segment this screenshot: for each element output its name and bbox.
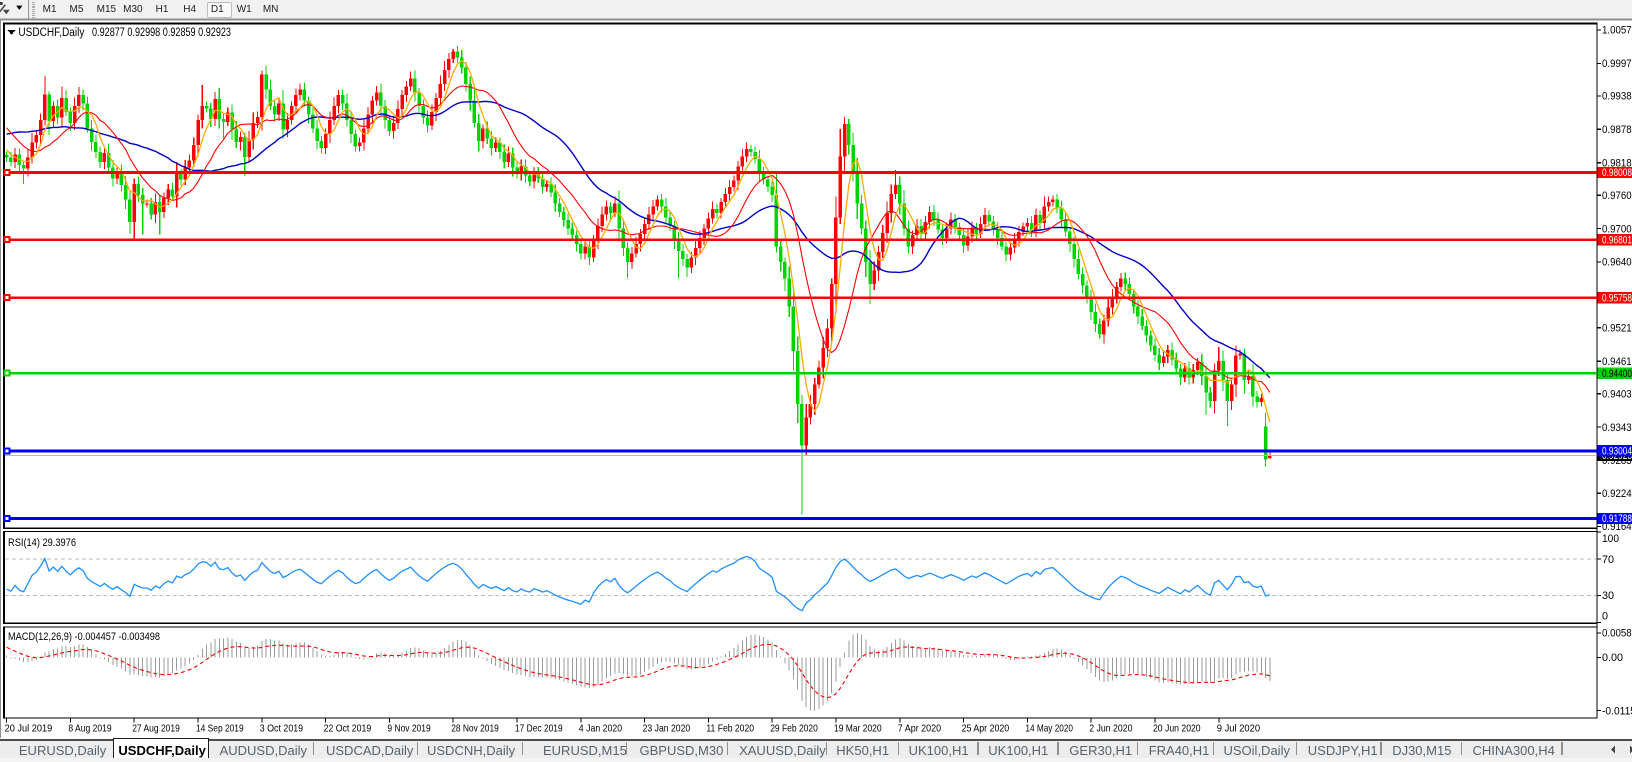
svg-text:9 Nov 2019: 9 Nov 2019 — [387, 722, 430, 734]
svg-text:0.92877 0.92998 0.92859 0.9292: 0.92877 0.92998 0.92859 0.92923 — [92, 27, 231, 39]
svg-text:USDCHF,Daily: USDCHF,Daily — [18, 27, 84, 39]
svg-text:0: 0 — [1602, 610, 1608, 622]
svg-text:0.98185: 0.98185 — [1602, 157, 1632, 169]
svg-text:23 Jan 2020: 23 Jan 2020 — [643, 722, 691, 734]
svg-text:14 Sep 2019: 14 Sep 2019 — [196, 722, 244, 734]
svg-text:29 Feb 2020: 29 Feb 2020 — [770, 722, 818, 734]
svg-text:11 Feb 2020: 11 Feb 2020 — [706, 722, 754, 734]
svg-text:3 Oct 2019: 3 Oct 2019 — [260, 722, 303, 734]
svg-text:100: 100 — [1602, 533, 1619, 545]
svg-text:20 Jun 2020: 20 Jun 2020 — [1153, 722, 1201, 734]
svg-text:0.94615: 0.94615 — [1602, 356, 1632, 368]
svg-text:MACD(12,26,9) -0.004457 -0.003: MACD(12,26,9) -0.004457 -0.003498 — [8, 631, 160, 643]
svg-text:7 Apr 2020: 7 Apr 2020 — [898, 722, 941, 734]
svg-text:2 Jun 2020: 2 Jun 2020 — [1089, 722, 1132, 734]
svg-text:27 Aug 2019: 27 Aug 2019 — [132, 722, 180, 734]
svg-text:0.98785: 0.98785 — [1602, 124, 1632, 136]
svg-text:0.00581: 0.00581 — [1602, 628, 1632, 640]
svg-text:0.91788: 0.91788 — [1602, 513, 1632, 525]
svg-text:9 Jul 2020: 9 Jul 2020 — [1217, 722, 1260, 734]
svg-text:0.93004: 0.93004 — [1602, 446, 1632, 458]
svg-text:0.99385: 0.99385 — [1602, 91, 1632, 103]
svg-text:0.98008: 0.98008 — [1602, 167, 1632, 179]
svg-text:14 May 2020: 14 May 2020 — [1025, 722, 1073, 734]
svg-text:0.94400: 0.94400 — [1602, 368, 1632, 380]
svg-text:17 Dec 2019: 17 Dec 2019 — [515, 722, 563, 734]
svg-text:0.96801: 0.96801 — [1602, 234, 1632, 246]
svg-text:0.95758: 0.95758 — [1602, 292, 1632, 304]
svg-text:-0.0115: -0.0115 — [1602, 705, 1632, 717]
svg-text:4 Jan 2020: 4 Jan 2020 — [579, 722, 622, 734]
svg-text:0.00: 0.00 — [1602, 652, 1623, 664]
svg-text:RSI(14) 29.3976: RSI(14) 29.3976 — [8, 537, 76, 549]
svg-text:70: 70 — [1602, 554, 1614, 566]
svg-text:25 Apr 2020: 25 Apr 2020 — [962, 722, 1010, 734]
svg-text:19 Mar 2020: 19 Mar 2020 — [834, 722, 882, 734]
svg-text:30: 30 — [1602, 590, 1614, 602]
svg-text:28 Nov 2019: 28 Nov 2019 — [451, 722, 499, 734]
svg-text:0.95215: 0.95215 — [1602, 323, 1632, 335]
svg-text:20 Jul 2019: 20 Jul 2019 — [5, 722, 53, 734]
svg-text:8 Aug 2019: 8 Aug 2019 — [68, 722, 111, 734]
svg-text:22 Oct 2019: 22 Oct 2019 — [324, 722, 372, 734]
